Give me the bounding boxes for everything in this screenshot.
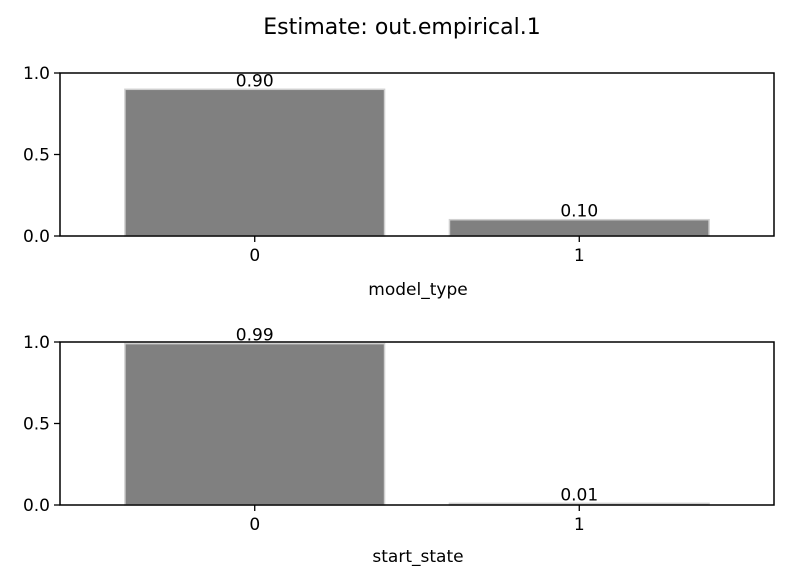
x-tick-label: 0 <box>249 246 260 266</box>
data-label: 0.01 <box>560 485 598 505</box>
data-label: 0.10 <box>560 202 598 222</box>
figure-title: Estimate: out.empirical.1 <box>263 15 540 40</box>
x-axis-label: model_type <box>368 280 467 300</box>
y-tick-label: 1.0 <box>23 64 50 84</box>
y-tick-label: 0.0 <box>23 496 50 516</box>
x-tick-label: 1 <box>574 246 585 266</box>
bar-model_type-0 <box>124 88 386 237</box>
data-label: 0.90 <box>236 71 274 91</box>
subplot-model-type: 0.90 0.10 0.0 0.5 1.0 0 1 model_type <box>23 64 775 300</box>
y-tick-label: 0.5 <box>23 415 50 435</box>
data-label: 0.99 <box>236 326 274 346</box>
bar-start_state-0 <box>124 342 386 506</box>
y-tick-label: 0.5 <box>23 146 50 166</box>
x-axis-label: start_state <box>372 547 463 567</box>
y-tick-label: 1.0 <box>23 333 50 353</box>
x-tick-label: 1 <box>574 515 585 535</box>
x-tick-label: 0 <box>249 515 260 535</box>
bar-model_type-1 <box>448 218 710 237</box>
y-tick-label: 0.0 <box>23 227 50 247</box>
subplot-start-state: 0.99 0.01 0.0 0.5 1.0 0 1 start_state <box>23 326 775 567</box>
